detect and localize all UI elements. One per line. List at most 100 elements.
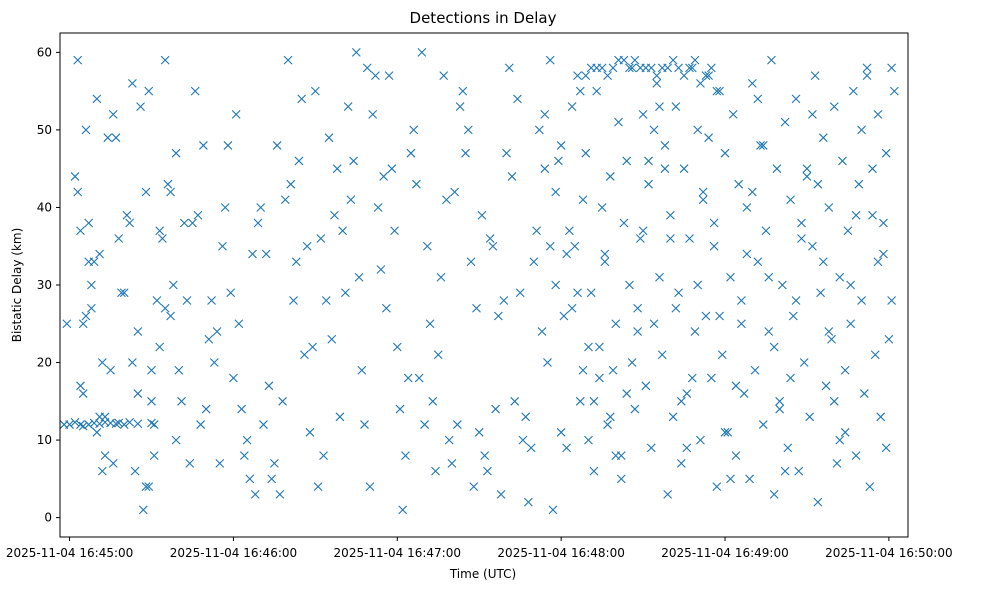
data-point-201 [515, 288, 525, 298]
data-point-164 [414, 373, 424, 383]
data-point-251 [652, 79, 662, 88]
data-point-225 [581, 148, 591, 158]
data-point-244 [633, 303, 643, 313]
data-point-132 [327, 334, 337, 344]
data-point-372 [584, 435, 593, 445]
data-point-73 [160, 303, 170, 313]
data-point-384 [649, 125, 659, 135]
data-point-403 [753, 94, 763, 104]
data-point-198 [507, 172, 517, 181]
data-point-127 [313, 482, 323, 491]
data-point-100 [239, 451, 249, 460]
y-tick-label-4: 40 [37, 200, 52, 214]
data-point-190 [485, 234, 495, 243]
data-point-408 [780, 466, 790, 476]
data-point-213 [548, 505, 558, 515]
data-point-328 [862, 63, 872, 73]
data-point-30 [114, 234, 124, 243]
data-point-317 [832, 458, 842, 468]
data-point-20 [81, 125, 91, 135]
data-point-137 [341, 288, 350, 298]
data-point-174 [442, 195, 451, 205]
data-point-199 [510, 396, 520, 406]
data-point-98 [234, 319, 244, 329]
data-point-262 [682, 389, 692, 398]
data-point-320 [840, 427, 850, 437]
x-tick-label-5: 2025-11-04 16:50:00 [825, 546, 952, 560]
data-point-427 [881, 443, 891, 453]
data-point-53 [78, 319, 88, 329]
data-point-159 [401, 451, 410, 460]
data-point-124 [305, 427, 315, 437]
data-point-362 [706, 63, 716, 73]
data-point-358 [685, 63, 694, 73]
data-point-367 [556, 141, 566, 150]
data-point-133 [330, 210, 339, 220]
data-point-224 [578, 195, 588, 205]
data-point-288 [753, 257, 763, 267]
data-point-12 [119, 420, 129, 429]
data-point-424 [868, 164, 877, 174]
data-point-379 [622, 389, 632, 398]
data-point-377 [611, 451, 621, 460]
data-point-96 [229, 373, 238, 383]
data-point-167 [422, 241, 432, 251]
data-point-145 [362, 63, 372, 73]
y-axis-label: Bistatic Delay (km) [10, 228, 24, 343]
data-point-410 [791, 296, 801, 305]
data-point-202 [518, 435, 528, 445]
data-point-115 [280, 195, 290, 205]
data-point-81 [188, 218, 197, 228]
data-point-7 [95, 419, 104, 429]
data-point-41 [149, 451, 159, 460]
data-point-52 [76, 226, 85, 236]
data-point-351 [646, 63, 656, 73]
data-point-103 [248, 249, 257, 259]
data-point-342 [597, 63, 607, 73]
data-point-272 [709, 241, 719, 251]
data-point-111 [270, 458, 279, 468]
data-point-160 [403, 373, 413, 383]
data-point-335 [881, 148, 891, 158]
data-point-207 [532, 226, 541, 236]
data-point-210 [540, 164, 550, 174]
data-point-17 [73, 55, 83, 65]
data-point-33 [125, 218, 135, 228]
data-point-314 [824, 203, 834, 212]
data-point-102 [245, 474, 255, 484]
data-point-265 [690, 327, 700, 336]
data-point-90 [212, 327, 222, 336]
data-point-274 [715, 86, 724, 96]
x-tick-label-4: 2025-11-04 16:49:00 [661, 546, 788, 560]
data-point-267 [696, 435, 705, 445]
data-point-49 [171, 435, 181, 445]
data-point-417 [829, 396, 839, 406]
data-point-67 [138, 505, 148, 515]
data-point-69 [144, 482, 154, 491]
data-point-220 [567, 102, 577, 112]
data-point-425 [873, 257, 883, 267]
data-point-101 [242, 435, 252, 445]
data-point-309 [810, 71, 820, 81]
data-point-222 [573, 71, 582, 81]
data-point-382 [638, 226, 648, 236]
data-point-168 [425, 319, 435, 329]
data-point-327 [859, 389, 869, 398]
data-point-203 [521, 412, 531, 422]
data-point-77 [177, 396, 186, 406]
data-point-390 [682, 443, 692, 453]
data-point-212 [545, 55, 555, 65]
data-point-261 [679, 164, 689, 174]
data-point-305 [799, 358, 809, 367]
data-point-270 [704, 71, 714, 81]
data-point-257 [668, 412, 678, 422]
data-point-70 [147, 396, 156, 406]
data-point-243 [630, 404, 640, 414]
data-point-415 [818, 257, 828, 267]
data-point-157 [395, 404, 405, 414]
data-point-118 [289, 296, 298, 305]
data-point-50 [70, 172, 80, 181]
data-point-206 [529, 257, 539, 267]
data-point-83 [193, 210, 203, 220]
data-point-304 [797, 218, 806, 228]
